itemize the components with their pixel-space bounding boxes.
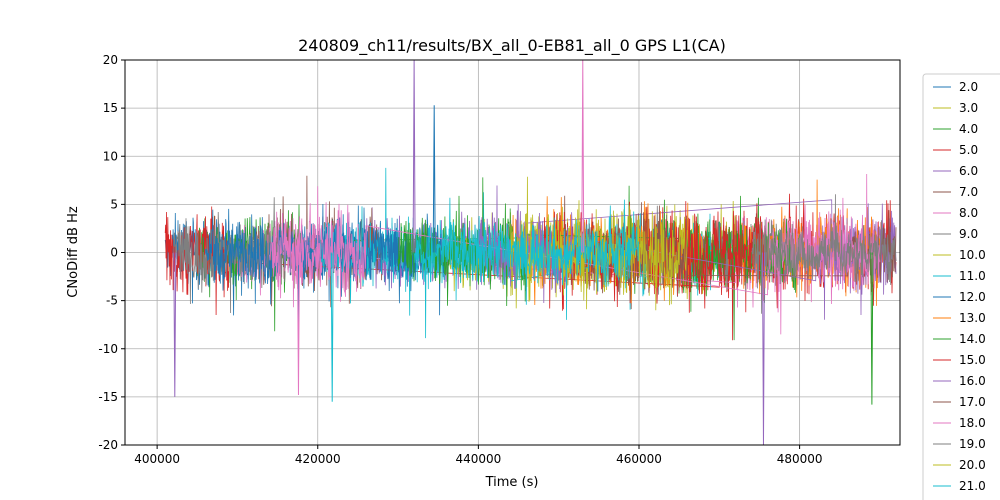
series-line-21.0 [413, 197, 640, 339]
y-axis-label: CNoDiff dB Hz [66, 206, 81, 298]
x-tick-label: 440000 [455, 452, 501, 466]
y-tick-label: -10 [98, 342, 118, 356]
spike-2 [761, 252, 765, 445]
series-line-19.0 [751, 194, 897, 314]
chart-title: 240809_ch11/results/BX_all_0-EB81_all_0 … [298, 36, 726, 56]
legend-label: 17.0 [959, 395, 986, 409]
legend-label: 16.0 [959, 374, 986, 388]
legend-label: 21.0 [959, 479, 986, 493]
legend: 2.0 3.0 4.0 5.0 6.0 7.0 8.0 9.0 10.0 11.0 12.0 13.0… [922, 73, 1000, 500]
legend-label: 6.0 [959, 164, 978, 178]
spike-3 [432, 105, 436, 253]
y-tick-label: 0 [110, 246, 118, 260]
spike-1 [581, 60, 585, 253]
legend-label: 9.0 [959, 227, 978, 241]
legend-label: 13.0 [959, 311, 986, 325]
spike-5 [173, 252, 177, 397]
spike-0 [412, 60, 416, 253]
legend-label: 20.0 [959, 458, 986, 472]
y-tick-label: 15 [103, 101, 118, 115]
legend-label: 19.0 [959, 437, 986, 451]
legend-label: 3.0 [959, 101, 978, 115]
x-tick-label: 400000 [134, 452, 180, 466]
x-tick-label: 420000 [295, 452, 341, 466]
spike-7 [870, 252, 874, 405]
y-tick-label: -15 [98, 390, 118, 404]
legend-label: 2.0 [959, 80, 978, 94]
legend-label: 8.0 [959, 206, 978, 220]
legend-label: 11.0 [959, 269, 986, 283]
legend-label: 18.0 [959, 416, 986, 430]
y-tick-label: 5 [110, 197, 118, 211]
y-tick-label: 20 [103, 53, 118, 67]
legend-label: 12.0 [959, 290, 986, 304]
legend-label: 15.0 [959, 353, 986, 367]
y-tick-label: -20 [98, 438, 118, 452]
spike-6 [296, 252, 300, 395]
legend-box [922, 73, 1000, 500]
x-tick-label: 480000 [777, 452, 823, 466]
legend-label: 10.0 [959, 248, 986, 262]
legend-label: 5.0 [959, 143, 978, 157]
legend-label: 7.0 [959, 185, 978, 199]
spike-4 [330, 252, 334, 402]
legend-label: 14.0 [959, 332, 986, 346]
y-tick-label: -5 [106, 294, 118, 308]
y-axis: -20 -15 -10 -5 0 5 10 15 20 [98, 53, 125, 452]
series-layer [164, 60, 897, 445]
y-tick-label: 10 [103, 149, 118, 163]
x-axis: 400000 420000 440000 460000 480000 [134, 445, 823, 466]
x-axis-label: Time (s) [485, 475, 539, 490]
x-tick-label: 460000 [616, 452, 662, 466]
legend-label: 4.0 [959, 122, 978, 136]
